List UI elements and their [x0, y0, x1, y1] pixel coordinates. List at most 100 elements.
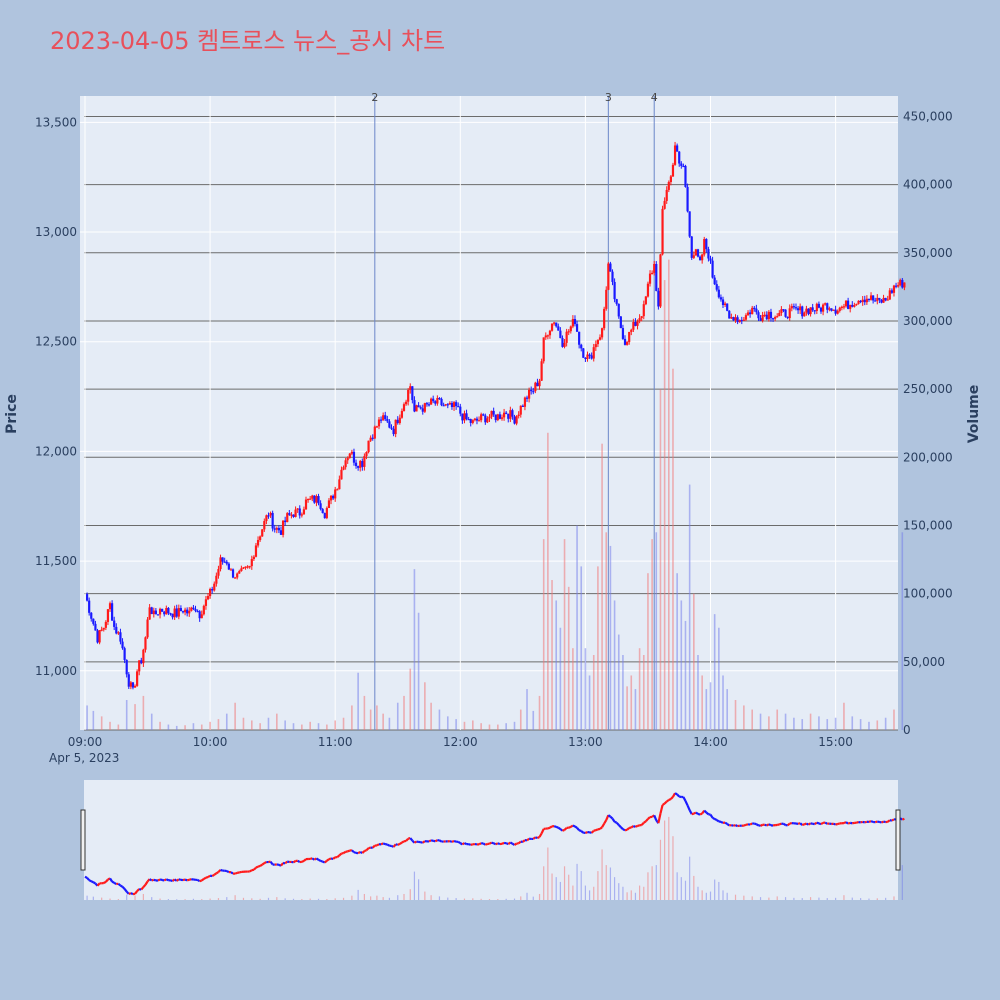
slider-candle-segment: [90, 880, 94, 884]
candle: [703, 238, 706, 255]
candle: [136, 671, 139, 686]
slider-volume-bar: [826, 898, 828, 900]
slider-volume-bar: [351, 895, 353, 900]
slider-volume-bar: [643, 886, 645, 900]
candle: [227, 563, 230, 570]
candle: [484, 415, 487, 423]
slider-volume-bar: [92, 896, 94, 900]
volume-bar: [663, 280, 666, 730]
slider-candle-segment: [203, 876, 207, 880]
candle: [853, 305, 856, 307]
candle: [521, 405, 524, 407]
candle: [350, 451, 353, 454]
slider-candle-segment: [371, 844, 376, 849]
volume-bar: [472, 720, 474, 730]
candle: [200, 614, 203, 619]
volume-bar: [634, 689, 637, 730]
slider-volume-bar: [403, 893, 405, 900]
slider-candle-segment: [709, 814, 714, 819]
range-slider-left-handle[interactable]: [80, 809, 86, 871]
slider-candle-segment: [391, 844, 395, 848]
candle: [296, 508, 299, 510]
slider-volume-bar: [134, 895, 136, 900]
slider-volume-bar: [701, 890, 703, 900]
slider-candle-segment: [380, 842, 384, 846]
slider-candle-segment: [549, 825, 553, 829]
candle: [872, 295, 875, 301]
candle: [761, 314, 764, 321]
slider-candle-segment: [338, 852, 343, 857]
candle: [131, 682, 135, 688]
candle: [234, 577, 237, 579]
x-tick-label: 11:00: [318, 735, 353, 749]
candle: [348, 453, 351, 459]
slider-candle-segment: [353, 851, 357, 854]
slider-candle-segment: [176, 878, 180, 882]
slider-volume-bar: [743, 895, 745, 900]
candle: [709, 258, 712, 261]
candle: [901, 279, 904, 288]
candle: [300, 514, 303, 516]
range-slider-right-handle[interactable]: [895, 809, 901, 871]
slider-candle-segment: [620, 826, 624, 831]
candle: [192, 607, 195, 609]
candle: [638, 318, 641, 322]
volume-bar: [542, 539, 545, 730]
slider-candle-segment: [584, 831, 588, 834]
slider-candle-segment: [301, 859, 305, 863]
volume-bar: [92, 710, 95, 730]
volume-bar: [369, 709, 372, 730]
slider-volume-bar: [376, 895, 378, 900]
slider-volume-bar: [618, 883, 620, 900]
candle: [890, 290, 893, 293]
volume-bar: [234, 702, 236, 730]
slider-candle-segment: [705, 811, 710, 816]
candle: [799, 306, 802, 311]
slider-candle-segment: [536, 836, 541, 839]
candle: [104, 621, 107, 628]
slider-candle-segment: [799, 822, 803, 826]
candle: [590, 355, 593, 359]
candle: [342, 467, 345, 470]
slider-candle-segment: [703, 809, 708, 814]
slider-candle-segment: [220, 868, 224, 872]
slider-volume-bar: [455, 898, 457, 900]
candle: [634, 321, 637, 326]
slider-candle-segment: [199, 879, 203, 883]
slider-candle-segment: [401, 840, 405, 844]
candle: [452, 402, 456, 408]
candle: [805, 308, 808, 313]
candle: [292, 514, 295, 517]
candle: [329, 495, 333, 501]
slider-candle-segment: [121, 886, 126, 890]
slider-volume-bar: [584, 885, 586, 900]
candle: [465, 413, 468, 419]
candle: [186, 609, 189, 614]
range-slider[interactable]: [84, 780, 898, 900]
candle: [346, 458, 349, 461]
volume-bar: [859, 719, 862, 730]
slider-candle-segment: [146, 878, 151, 883]
slider-volume-bar: [520, 896, 522, 900]
candle: [275, 527, 278, 530]
volume-bar: [693, 593, 695, 730]
volume-bar: [563, 539, 566, 730]
slider-candle-segment: [309, 857, 313, 860]
candle: [550, 323, 554, 331]
slider-candle-segment: [595, 828, 599, 832]
slider-candle-segment: [493, 842, 497, 846]
candle: [386, 419, 389, 422]
candle: [363, 456, 366, 467]
candle: [861, 299, 864, 303]
candle: [903, 282, 906, 288]
volume-bar: [638, 648, 641, 730]
volume-bar: [376, 705, 378, 730]
slider-volume-bar: [809, 897, 812, 900]
slider-candle-segment: [322, 860, 326, 864]
slider-candle-segment: [847, 821, 851, 825]
volume-bar: [519, 709, 522, 730]
slider-candle-segment: [570, 824, 574, 828]
candle: [776, 316, 779, 318]
candle: [127, 674, 130, 687]
slider-candle-segment: [125, 890, 130, 895]
